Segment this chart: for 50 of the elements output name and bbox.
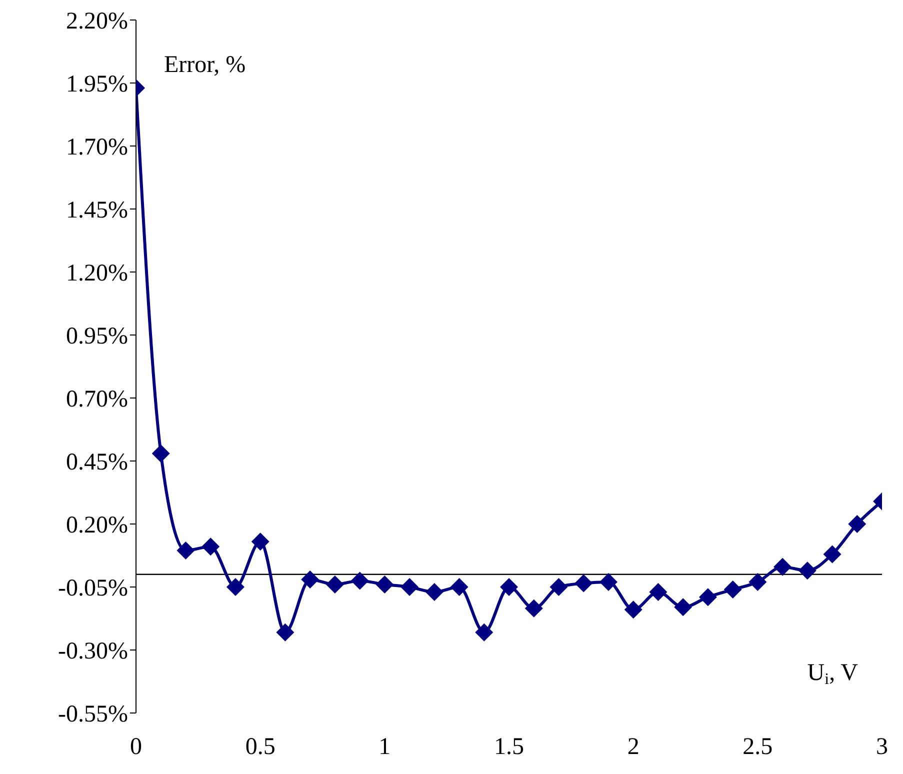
point: [798, 562, 816, 580]
y-tick-label: 0.45%: [66, 450, 128, 476]
annotation: Error, %: [164, 52, 246, 78]
x-tick-label: 0: [130, 734, 142, 760]
point: [152, 444, 170, 462]
y-tick-label: 1.20%: [66, 260, 128, 287]
y-tick-label: -0.05%: [58, 576, 128, 602]
point: [748, 572, 767, 591]
y-tick-label: -0.30%: [58, 638, 128, 665]
x-tick-label: 3: [876, 734, 888, 760]
point: [524, 599, 543, 618]
point: [698, 588, 717, 606]
x-tick-label: 2: [627, 734, 640, 760]
y-tick-label: 0.70%: [66, 386, 128, 413]
y-tick-label: -0.55%: [58, 702, 128, 728]
point: [400, 578, 419, 596]
y-tick-label: 1.70%: [66, 134, 128, 161]
x-tick-label: 1.5: [494, 734, 524, 760]
y-tick-label: 2.20%: [66, 8, 128, 35]
point: [848, 515, 866, 533]
point: [202, 538, 220, 556]
y-tick-label: 1.95%: [66, 72, 128, 98]
point: [450, 578, 468, 596]
point: [226, 578, 244, 596]
point: [276, 623, 294, 642]
point: [301, 570, 320, 588]
point: [500, 578, 518, 596]
point: [376, 575, 394, 594]
point: [774, 558, 792, 576]
point: [425, 583, 444, 602]
point: [326, 575, 344, 594]
point: [550, 578, 568, 596]
y-tick-label: 1.45%: [66, 198, 128, 224]
x-tick-label: 2.5: [742, 734, 773, 760]
point: [350, 572, 369, 590]
annotation: U$_{i}$, V: [807, 660, 859, 688]
point: [649, 583, 668, 602]
point: [574, 574, 593, 592]
point: [599, 572, 618, 591]
y-tick-label: 0.20%: [66, 512, 128, 539]
point: [624, 600, 642, 619]
point: [251, 532, 270, 551]
point: [475, 623, 494, 642]
x-tick-label: 0.5: [245, 734, 276, 760]
point: [674, 598, 692, 616]
x-tick-label: 1: [378, 734, 391, 760]
y-tick-label: 0.95%: [66, 324, 128, 350]
point: [724, 580, 742, 599]
point: [823, 545, 842, 564]
point: [176, 541, 195, 560]
